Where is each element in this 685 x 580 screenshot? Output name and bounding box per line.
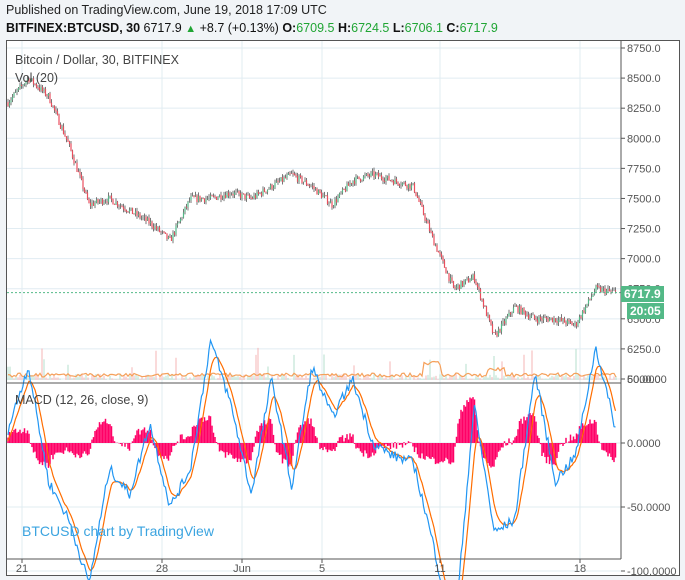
price-pane-title: Bitcoin / Dollar, 30, BITFINEX: [15, 53, 179, 67]
svg-text:28: 28: [156, 563, 168, 575]
macd-pane-title: MACD (12, 26, close, 9): [15, 393, 149, 407]
svg-text:7750.0: 7750.0: [627, 163, 661, 175]
price-badge: 6717.9: [621, 286, 664, 302]
low-value: 6706.1: [404, 21, 443, 35]
grid-lines: [7, 41, 621, 572]
high-value: 6724.5: [351, 21, 390, 35]
published-caption: Published on TradingView.com, June 19, 2…: [6, 3, 327, 17]
svg-text:6250.0: 6250.0: [627, 344, 661, 356]
last-price: 6717.9: [143, 21, 182, 35]
svg-text:18: 18: [574, 563, 586, 575]
svg-text:-100.0000: -100.0000: [627, 566, 677, 578]
svg-text:0.0000: 0.0000: [627, 438, 661, 450]
svg-text:8750.0: 8750.0: [627, 43, 661, 55]
open-label: O:: [282, 21, 297, 35]
svg-text:11: 11: [434, 563, 445, 575]
quote-bar: BITFINEX:BTCUSD, 30 6717.9 ▲ +8.7 (+0.13…: [6, 21, 498, 35]
svg-text:7500.0: 7500.0: [627, 193, 661, 205]
svg-text:7250.0: 7250.0: [627, 224, 661, 236]
symbol-label: BITFINEX:BTCUSD, 30: [6, 21, 141, 35]
volume-bars: [7, 347, 617, 380]
svg-text:8250.0: 8250.0: [627, 103, 661, 115]
volume-label: Vol (20): [15, 71, 59, 85]
chart-frame[interactable]: [6, 40, 680, 576]
open-value: 6709.5: [296, 21, 335, 35]
svg-text:7000.0: 7000.0: [627, 254, 661, 266]
up-triangle-icon: ▲: [185, 23, 197, 35]
close-value: 6717.9: [459, 21, 498, 35]
countdown-badge: 20:05: [627, 303, 664, 319]
price-change: +8.7 (+0.13%): [199, 21, 279, 35]
svg-text:21: 21: [16, 563, 28, 575]
close-label: C:: [446, 21, 460, 35]
svg-text:6000.0: 6000.0: [627, 374, 661, 386]
high-label: H:: [337, 21, 352, 35]
svg-text:Jun: Jun: [233, 563, 251, 575]
macd-series: [7, 338, 617, 580]
watermark: BTCUSD chart by TradingView: [22, 523, 214, 539]
svg-text:8500.0: 8500.0: [627, 73, 661, 85]
svg-text:50.0000: 50.0000: [627, 374, 667, 386]
svg-text:-50.0000: -50.0000: [627, 502, 670, 514]
low-label: L:: [392, 21, 405, 35]
svg-text:5: 5: [319, 563, 325, 575]
axes: 8750.0 8500.0 8250.0 8000.0 7750.0 7500.0 7250…: [6, 41, 677, 578]
price-candles: [7, 75, 621, 338]
svg-text:8000.0: 8000.0: [627, 133, 661, 145]
